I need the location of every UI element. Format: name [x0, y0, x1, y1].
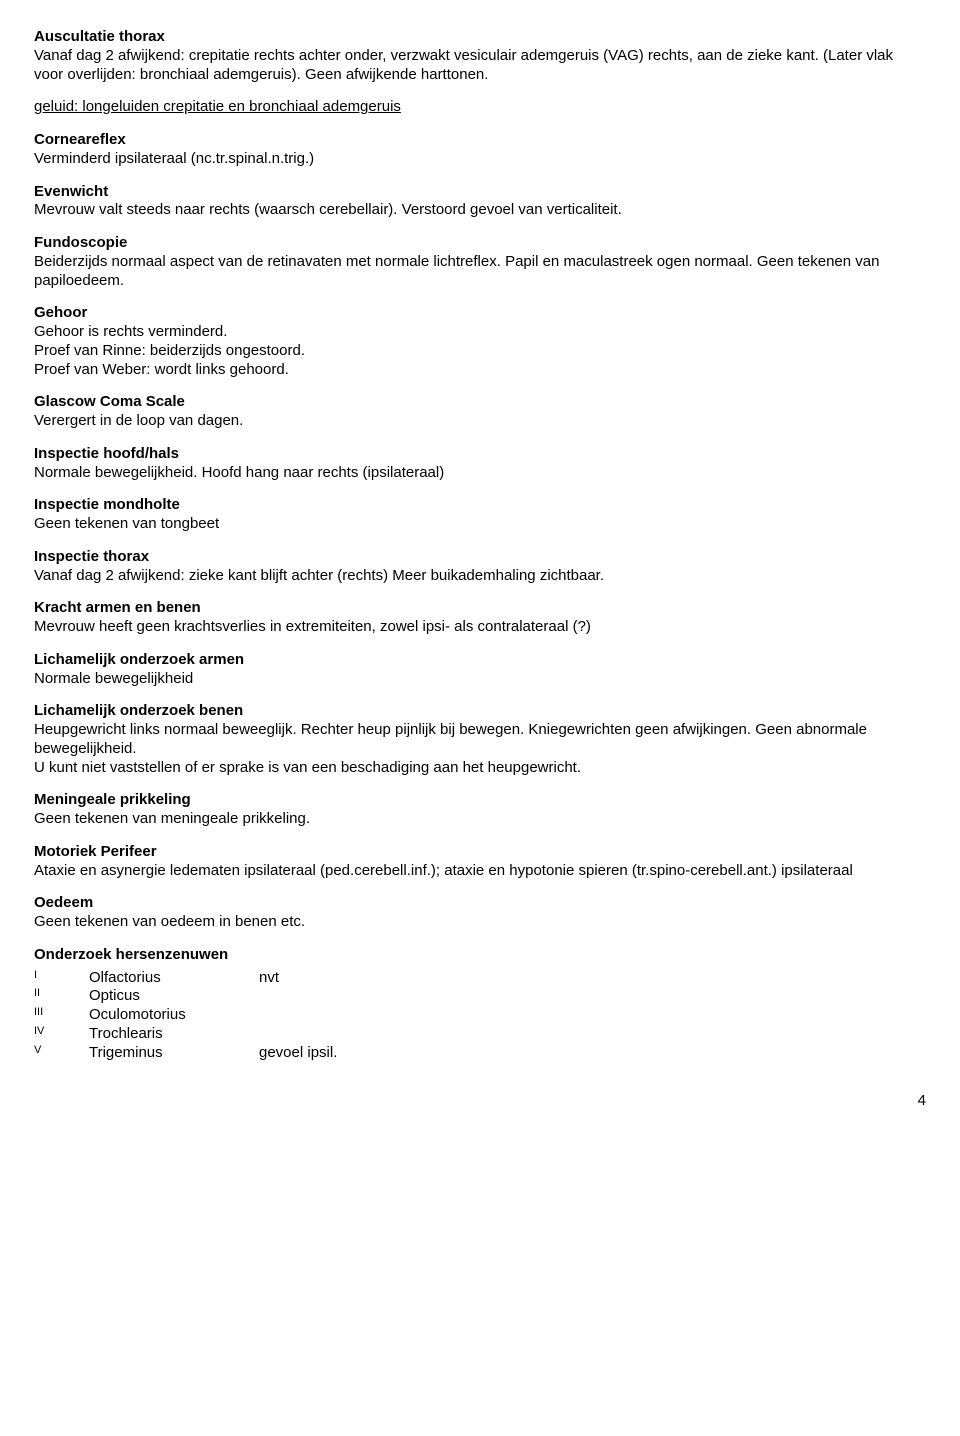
page-number: 4 — [34, 1092, 926, 1111]
body-evenwicht: Mevrouw valt steeds naar rechts (waarsch… — [34, 201, 926, 220]
heading-corneareflex: Corneareflex — [34, 131, 926, 150]
heading-gehoor: Gehoor — [34, 304, 926, 323]
nerve-row: I Olfactorius nvt — [34, 969, 926, 988]
body-auscultatie: Vanaf dag 2 afwijkend: crepitatie rechts… — [34, 47, 926, 85]
section-motoriek: Motoriek Perifeer Ataxie en asynergie le… — [34, 843, 926, 881]
heading-inspectie-thorax: Inspectie thorax — [34, 548, 926, 567]
body-inspectie-thorax: Vanaf dag 2 afwijkend: zieke kant blijft… — [34, 567, 926, 586]
nerve-num: V — [34, 1044, 89, 1063]
heading-lich-armen: Lichamelijk onderzoek armen — [34, 651, 926, 670]
nerve-note: gevoel ipsil. — [259, 1044, 926, 1063]
body-kracht: Mevrouw heeft geen krachtsverlies in ext… — [34, 618, 926, 637]
body-meningeale: Geen tekenen van meningeale prikkeling. — [34, 810, 926, 829]
nerve-name: Opticus — [89, 987, 259, 1006]
body-lich-benen-2: U kunt niet vaststellen of er sprake is … — [34, 759, 926, 778]
nerve-name: Oculomotorius — [89, 1006, 259, 1025]
nerve-name: Trochlearis — [89, 1025, 259, 1044]
heading-motoriek: Motoriek Perifeer — [34, 843, 926, 862]
nerve-row: V Trigeminus gevoel ipsil. — [34, 1044, 926, 1063]
heading-hersenzenuwen: Onderzoek hersenzenuwen — [34, 946, 926, 965]
heading-inspectie-mond: Inspectie mondholte — [34, 496, 926, 515]
nerve-note — [259, 1025, 926, 1044]
body-fundoscopie: Beiderzijds normaal aspect van de retina… — [34, 253, 926, 291]
nerve-name: Olfactorius — [89, 969, 259, 988]
link-geluid[interactable]: geluid: longeluiden crepitatie en bronch… — [34, 98, 401, 115]
body-lich-armen: Normale bewegelijkheid — [34, 670, 926, 689]
body-gehoor-1: Gehoor is rechts verminderd. — [34, 323, 926, 342]
nerve-note: nvt — [259, 969, 926, 988]
heading-oedeem: Oedeem — [34, 894, 926, 913]
section-inspectie-thorax: Inspectie thorax Vanaf dag 2 afwijkend: … — [34, 548, 926, 586]
body-gehoor-3: Proef van Weber: wordt links gehoord. — [34, 361, 926, 380]
nerve-name: Trigeminus — [89, 1044, 259, 1063]
nerve-note — [259, 987, 926, 1006]
body-corneareflex: Verminderd ipsilateraal (nc.tr.spinal.n.… — [34, 150, 926, 169]
heading-kracht: Kracht armen en benen — [34, 599, 926, 618]
heading-auscultatie: Auscultatie thorax — [34, 28, 926, 47]
nerve-row: III Oculomotorius — [34, 1006, 926, 1025]
section-auscultatie: Auscultatie thorax Vanaf dag 2 afwijkend… — [34, 28, 926, 84]
nerve-row: IV Trochlearis — [34, 1025, 926, 1044]
heading-lich-benen: Lichamelijk onderzoek benen — [34, 702, 926, 721]
section-corneareflex: Corneareflex Verminderd ipsilateraal (nc… — [34, 131, 926, 169]
section-lich-armen: Lichamelijk onderzoek armen Normale bewe… — [34, 651, 926, 689]
nerve-num: II — [34, 987, 89, 1006]
heading-glascow: Glascow Coma Scale — [34, 393, 926, 412]
section-glascow: Glascow Coma Scale Verergert in de loop … — [34, 393, 926, 431]
body-gehoor-2: Proef van Rinne: beiderzijds ongestoord. — [34, 342, 926, 361]
nerve-row: II Opticus — [34, 987, 926, 1006]
section-hersenzenuwen: Onderzoek hersenzenuwen I Olfactorius nv… — [34, 946, 926, 1063]
body-motoriek: Ataxie en asynergie ledematen ipsilatera… — [34, 862, 926, 881]
section-inspectie-mond: Inspectie mondholte Geen tekenen van ton… — [34, 496, 926, 534]
heading-fundoscopie: Fundoscopie — [34, 234, 926, 253]
section-meningeale: Meningeale prikkeling Geen tekenen van m… — [34, 791, 926, 829]
nerve-num: III — [34, 1006, 89, 1025]
body-inspectie-mond: Geen tekenen van tongbeet — [34, 515, 926, 534]
section-lich-benen: Lichamelijk onderzoek benen Heupgewricht… — [34, 702, 926, 777]
nerve-note — [259, 1006, 926, 1025]
section-geluid: geluid: longeluiden crepitatie en bronch… — [34, 98, 926, 117]
heading-meningeale: Meningeale prikkeling — [34, 791, 926, 810]
section-inspectie-hoofd: Inspectie hoofd/hals Normale bewegelijkh… — [34, 445, 926, 483]
section-kracht: Kracht armen en benen Mevrouw heeft geen… — [34, 599, 926, 637]
nerve-num: I — [34, 969, 89, 988]
heading-inspectie-hoofd: Inspectie hoofd/hals — [34, 445, 926, 464]
body-glascow: Verergert in de loop van dagen. — [34, 412, 926, 431]
nerve-table: I Olfactorius nvt II Opticus III Oculomo… — [34, 969, 926, 1063]
body-inspectie-hoofd: Normale bewegelijkheid. Hoofd hang naar … — [34, 464, 926, 483]
section-fundoscopie: Fundoscopie Beiderzijds normaal aspect v… — [34, 234, 926, 290]
nerve-num: IV — [34, 1025, 89, 1044]
body-oedeem: Geen tekenen van oedeem in benen etc. — [34, 913, 926, 932]
section-gehoor: Gehoor Gehoor is rechts verminderd. Proe… — [34, 304, 926, 379]
heading-evenwicht: Evenwicht — [34, 183, 926, 202]
section-oedeem: Oedeem Geen tekenen van oedeem in benen … — [34, 894, 926, 932]
body-lich-benen-1: Heupgewricht links normaal beweeglijk. R… — [34, 721, 926, 759]
section-evenwicht: Evenwicht Mevrouw valt steeds naar recht… — [34, 183, 926, 221]
